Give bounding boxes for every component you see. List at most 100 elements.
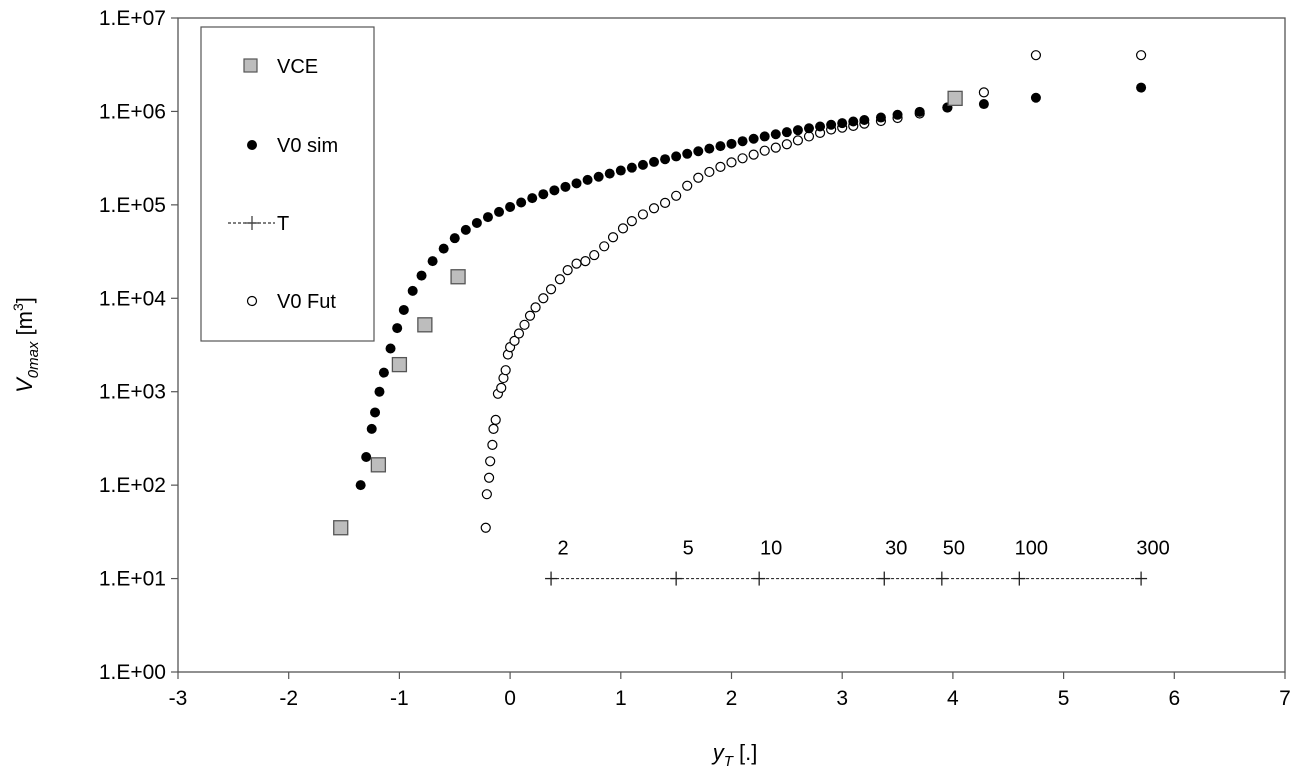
y-tick-label: 1.E+07 [99, 7, 166, 30]
v0-sim-point [892, 109, 903, 120]
v0-fut-point [781, 139, 792, 150]
v0-fut-point [748, 149, 759, 160]
v0-fut-point [659, 197, 671, 208]
v0-sim-point [914, 106, 925, 117]
v0-sim-point [726, 138, 737, 149]
v0-sim-point [626, 162, 637, 173]
x-tick-label: 6 [1168, 687, 1180, 710]
v0-sim-point [637, 159, 648, 170]
v0-fut-point [617, 223, 629, 234]
v0-sim-point [538, 189, 549, 200]
v0-sim-point [471, 217, 482, 228]
legend-vce-marker [243, 58, 258, 73]
v0-sim-point [407, 285, 418, 296]
y-axis-title-close: ] [12, 297, 37, 303]
legend: VCE V0 sim T V0 Fut [200, 26, 375, 342]
y-tick-label: 1.E+03 [99, 381, 166, 404]
v0-sim-point [704, 143, 715, 154]
v0-fut-point [770, 142, 781, 153]
v0-sim-point [826, 119, 837, 130]
x-tick-label: 2 [726, 687, 738, 710]
vce-point [947, 90, 963, 107]
v0-fut-point [792, 135, 804, 146]
v0-fut-point [737, 153, 748, 164]
vce-point [417, 317, 433, 333]
v0-sim-point [978, 99, 989, 110]
x-tick-label: -1 [390, 687, 409, 710]
y-tick-label: 1.E+02 [99, 474, 166, 497]
y-axis-title-main: V [12, 376, 37, 393]
v0-sim-point [671, 151, 682, 162]
v0-sim-point [438, 243, 449, 254]
v0-fut-point [538, 293, 549, 304]
v0-sim-point [682, 148, 693, 159]
return-period-series: 2 5 10 30 50 100 300 [545, 538, 1170, 586]
x-tick-label: 0 [504, 687, 516, 710]
v0-fut-point [490, 414, 501, 425]
v0-sim-point [482, 212, 493, 223]
v0-sim-point [815, 121, 826, 132]
return-period-label: 10 [760, 538, 782, 560]
v0-fut-point [704, 166, 715, 178]
v0-fut-point [524, 310, 536, 321]
y-axis-title: V0max [m3] [10, 297, 42, 393]
v0-fut-point [589, 249, 600, 261]
v0-fut-point [607, 232, 619, 243]
x-axis-title-main: y [711, 740, 726, 765]
v0-fut-point [571, 258, 582, 269]
v0-fut-point [485, 456, 496, 467]
vce-point [370, 457, 387, 473]
v0-sim-point [378, 367, 389, 378]
v0-sim-point [593, 171, 604, 182]
return-period-label: 300 [1136, 538, 1169, 560]
v0-fut-point [626, 216, 637, 227]
return-period-label: 50 [943, 538, 965, 560]
v0-sim-point [392, 323, 403, 334]
return-period-label: 2 [557, 538, 568, 560]
v0-sim-point [770, 129, 781, 140]
x-tick-label: 3 [836, 687, 848, 710]
v0-sim-point [837, 118, 848, 129]
v0-fut-point [513, 328, 525, 339]
x-tick-label: -2 [279, 687, 298, 710]
vce-point [391, 356, 408, 373]
v0-sim-point [494, 206, 505, 217]
x-tick-label: 5 [1058, 687, 1070, 710]
v0-fut-point [637, 209, 649, 220]
v0-sim-point [398, 304, 409, 315]
y-tick-label: 1.E+05 [99, 194, 166, 217]
v0-fut-point [682, 180, 693, 191]
legend-vce-label: VCE [277, 56, 318, 78]
v0-fut-point [759, 145, 770, 156]
v0-fut-point [580, 256, 591, 267]
v0-fut-point [599, 241, 610, 252]
v0-sim-series [355, 82, 1147, 491]
v0-sim-point [649, 156, 660, 167]
v0-fut-point [509, 335, 520, 346]
v0-sim-point [1030, 92, 1041, 103]
v0-sim-point [781, 127, 792, 138]
legend-v0fut-label: V0 Fut [277, 291, 336, 313]
v0-fut-point [530, 302, 541, 313]
v0-sim-point [427, 256, 438, 267]
v0-sim-point [571, 178, 582, 189]
v0-sim-point [385, 343, 396, 354]
v0-fut-point [562, 265, 573, 276]
legend-t-label: T [277, 213, 289, 235]
v0-fut-point [648, 203, 660, 214]
v0-fut-point [496, 382, 507, 393]
v0-sim-point [460, 224, 471, 235]
v0-fut-point [519, 319, 530, 330]
v0-sim-point [355, 480, 366, 491]
return-period-label: 5 [683, 538, 694, 560]
v0-sim-point [604, 168, 615, 179]
legend-v0sim-marker [247, 140, 257, 150]
v0-sim-point [527, 193, 538, 204]
x-tick-label: -3 [169, 687, 188, 710]
v0-sim-point [693, 146, 704, 157]
v0-fut-point [1135, 50, 1147, 61]
v0-fut-point [487, 439, 498, 450]
return-period-label: 100 [1015, 538, 1048, 560]
